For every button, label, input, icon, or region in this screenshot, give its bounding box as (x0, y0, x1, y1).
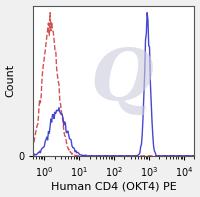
X-axis label: Human CD4 (OKT4) PE: Human CD4 (OKT4) PE (51, 181, 177, 191)
Y-axis label: Count: Count (6, 64, 16, 97)
Text: Q: Q (91, 45, 154, 116)
